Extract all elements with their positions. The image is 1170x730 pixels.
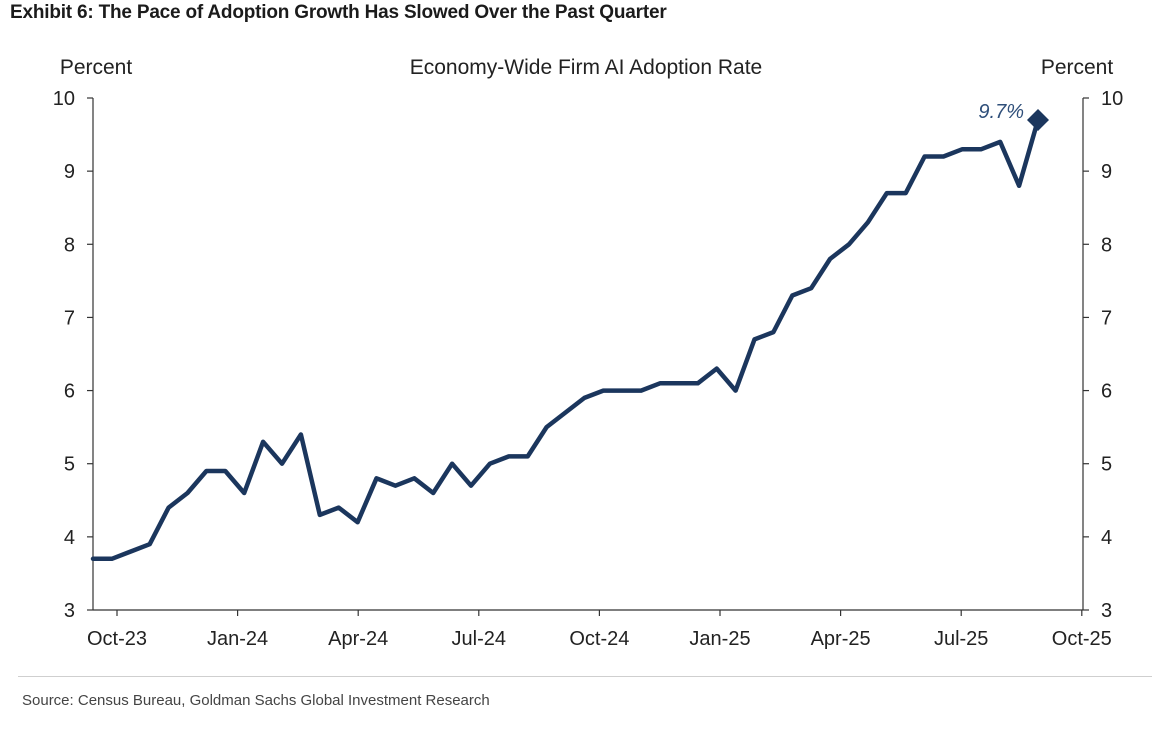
x-tick-label: Oct-25	[1052, 628, 1112, 650]
y-tick-label-left: 7	[64, 307, 75, 329]
x-tick-label: Jan-25	[689, 628, 750, 650]
divider	[18, 676, 1152, 677]
x-tick-label: Jul-25	[934, 628, 988, 650]
y-tick-label-right: 10	[1101, 88, 1123, 110]
y-tick-label-left: 4	[64, 527, 75, 549]
last-point-marker	[1027, 108, 1049, 131]
x-tick-label: Jan-24	[207, 628, 268, 650]
x-tick-label: Apr-24	[328, 628, 388, 650]
y-axis-label-right: Percent	[1041, 56, 1114, 79]
x-tick-label: Apr-25	[811, 628, 871, 650]
y-axis-label-left: Percent	[60, 56, 133, 79]
y-tick-label-right: 6	[1101, 381, 1112, 403]
x-tick-label: Oct-24	[569, 628, 629, 650]
chart-area: Economy-Wide Firm AI Adoption Rate Perce…	[0, 40, 1170, 670]
y-tick-label-right: 4	[1101, 527, 1112, 549]
line-chart: Economy-Wide Firm AI Adoption Rate Perce…	[53, 56, 1124, 650]
y-tick-label-right: 3	[1101, 600, 1112, 622]
y-tick-label-left: 8	[64, 234, 75, 256]
series-line	[90, 117, 1041, 562]
y-tick-label-right: 5	[1101, 454, 1112, 476]
y-tick-label-right: 9	[1101, 161, 1112, 183]
y-tick-label-left: 6	[64, 381, 75, 403]
exhibit-title: Exhibit 6: The Pace of Adoption Growth H…	[10, 2, 667, 23]
y-tick-label-left: 9	[64, 161, 75, 183]
x-tick-label: Oct-23	[87, 628, 147, 650]
y-tick-label-left: 10	[53, 88, 75, 110]
series-group: 9.7%	[90, 101, 1049, 562]
x-tick-label: Jul-24	[452, 628, 506, 650]
source-note: Source: Census Bureau, Goldman Sachs Glo…	[22, 692, 490, 709]
y-tick-label-left: 5	[64, 454, 75, 476]
chart-title: Economy-Wide Firm AI Adoption Rate	[410, 56, 762, 79]
last-value-annotation: 9.7%	[978, 101, 1024, 123]
y-tick-label-right: 7	[1101, 307, 1112, 329]
axes-group: 3 3 4 4 5 5 6 6 7 7 8 8 9 9 10 10 Oct-23 Jan-24 Apr-24 Jul-…	[53, 88, 1124, 650]
y-tick-label-right: 8	[1101, 234, 1112, 256]
y-tick-label-left: 3	[64, 600, 75, 622]
